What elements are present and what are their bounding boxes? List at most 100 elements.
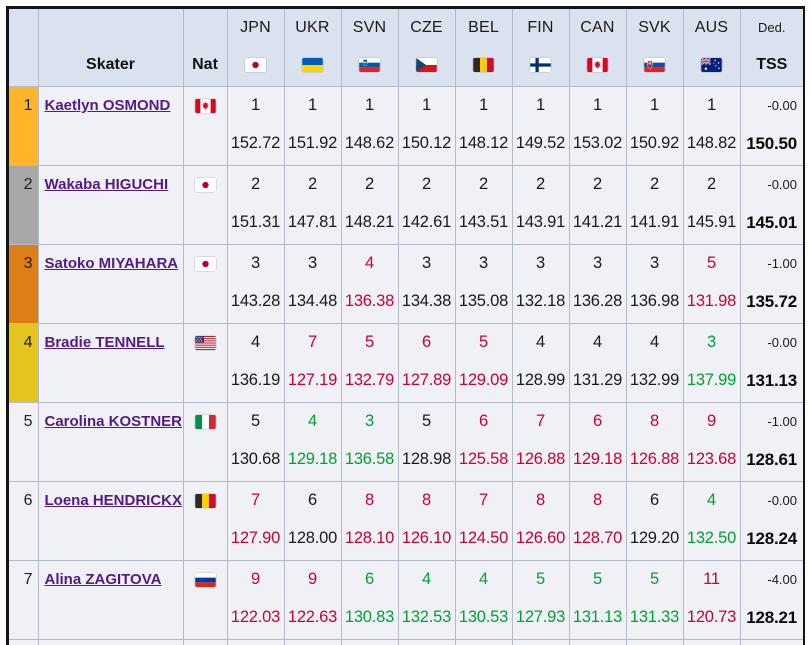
judge-score-value: 131.98 <box>686 292 737 310</box>
judge-score-cell: 3 136.98 <box>625 244 683 323</box>
judge-score-cell: 5 131.98 <box>682 244 740 323</box>
flag-jp-icon <box>194 177 216 192</box>
rank-value: 3 <box>23 254 33 272</box>
judge-rank-value: 4 <box>479 570 488 588</box>
judge-score-value: 153.02 <box>572 134 623 152</box>
tss-header-label: TSS <box>756 55 788 73</box>
skater-link[interactable]: Wakaba HIGUCHI <box>44 176 169 193</box>
judge-rank-value: 5 <box>422 412 431 430</box>
rank-cell: 5 <box>9 402 38 481</box>
judge-score-cell: 2 142.61 <box>397 165 455 244</box>
col-header-judge-svn: SVN <box>340 9 398 86</box>
nat-cell <box>182 86 227 165</box>
empty-cell <box>340 639 398 645</box>
judge-rank-value: 5 <box>650 570 659 588</box>
judge-score-value: 142.61 <box>401 213 452 231</box>
judge-rank-value: 5 <box>251 412 260 430</box>
skater-link[interactable]: Alina ZAGITOVA <box>44 571 162 588</box>
judge-score-cell: 2 141.91 <box>625 165 683 244</box>
judge-rank-value: 1 <box>308 96 317 114</box>
judge-score-value: 132.99 <box>629 371 680 389</box>
judge-score-value: 126.88 <box>515 450 566 468</box>
results-table-wrap: Skater Nat JPN UKR SVN CZE BEL FIN CAN SVK AUS Ded.… <box>6 6 805 645</box>
judge-score-cell: 2 151.31 <box>226 165 284 244</box>
skater-link[interactable]: Carolina KOSTNER <box>44 413 183 430</box>
skater-link[interactable]: Satoko MIYAHARA <box>44 255 179 272</box>
judge-score-cell: 6 128.00 <box>283 481 341 560</box>
judge-score-value: 141.21 <box>572 213 623 231</box>
judge-rank-value: 5 <box>365 333 374 351</box>
judge-score-cell: 7 127.90 <box>226 481 284 560</box>
judge-score-cell: 4 132.53 <box>397 560 455 639</box>
col-header-nat: Nat <box>182 9 227 86</box>
judge-score-cell: 4 131.29 <box>568 323 626 402</box>
table-row: 2 Wakaba HIGUCHI 2 151.31 2 147.81 2 148.21 2 142… <box>9 165 803 244</box>
judge-score-value: 122.03 <box>230 608 281 626</box>
judge-score-value: 147.81 <box>287 213 338 231</box>
judge-score-cell: 3 134.38 <box>397 244 455 323</box>
judge-code-label: BEL <box>468 18 499 36</box>
judge-score-cell: 2 148.21 <box>340 165 398 244</box>
judge-rank-value: 9 <box>707 412 716 430</box>
flag-sk-icon <box>644 57 665 72</box>
skater-link[interactable]: Loena HENDRICKX <box>44 492 183 509</box>
skater-cell: Satoko MIYAHARA <box>37 244 183 323</box>
judge-score-value: 143.51 <box>458 213 509 231</box>
nat-cell <box>182 165 227 244</box>
judge-rank-value: 2 <box>422 175 431 193</box>
judge-score-value: 123.68 <box>686 450 737 468</box>
judge-score-cell: 3 135.08 <box>454 244 512 323</box>
judge-score-value: 120.73 <box>686 608 737 626</box>
skater-link[interactable]: Bradie TENNELL <box>44 334 165 351</box>
tss-value: 128.61 <box>746 449 797 469</box>
judge-score-cell: 3 136.58 <box>340 402 398 481</box>
judge-score-value: 143.28 <box>230 292 281 310</box>
table-row: 4 Bradie TENNELL 4 136.19 7 127.19 5 132.79 6 127… <box>9 323 803 402</box>
col-header-judge-ukr: UKR <box>283 9 341 86</box>
flag-ru-icon <box>194 572 216 587</box>
judge-code-label: CZE <box>410 18 443 36</box>
flag-fi-icon <box>530 57 551 72</box>
judge-rank-value: 2 <box>251 175 260 193</box>
nat-cell <box>182 244 227 323</box>
judge-score-value: 125.58 <box>458 450 509 468</box>
judge-score-value: 136.28 <box>572 292 623 310</box>
judge-rank-value: 1 <box>593 96 602 114</box>
col-header-judge-bel: BEL <box>454 9 512 86</box>
table-row: 7 Alina ZAGITOVA 9 122.03 9 122.63 6 130.83 4 132… <box>9 560 803 639</box>
tss-value: 135.72 <box>746 291 797 311</box>
deduction-value: -0.00 <box>767 335 797 350</box>
judge-rank-value: 3 <box>422 254 431 272</box>
judge-score-cell: 5 129.09 <box>454 323 512 402</box>
judge-score-value: 129.09 <box>458 371 509 389</box>
judge-rank-value: 8 <box>536 491 545 509</box>
rank-value: 6 <box>23 491 33 509</box>
judge-rank-value: 1 <box>422 96 431 114</box>
judge-score-value: 132.79 <box>344 371 395 389</box>
judge-score-value: 134.38 <box>401 292 452 310</box>
empty-cell <box>226 639 284 645</box>
rank-value: 1 <box>23 96 33 114</box>
judge-rank-value: 8 <box>422 491 431 509</box>
skater-link[interactable]: Kaetlyn OSMOND <box>44 97 171 114</box>
header-row: Skater Nat JPN UKR SVN CZE BEL FIN CAN SVK AUS Ded.… <box>9 9 803 86</box>
judge-score-value: 150.12 <box>401 134 452 152</box>
flag-jp-icon <box>245 57 266 72</box>
flag-ca-icon <box>194 98 216 113</box>
judge-code-label: UKR <box>295 18 330 36</box>
tss-value: 128.21 <box>746 607 797 627</box>
col-header-judge-svk: SVK <box>625 9 683 86</box>
judge-score-value: 126.88 <box>629 450 680 468</box>
judge-rank-value: 2 <box>308 175 317 193</box>
judge-score-cell: 6 130.83 <box>340 560 398 639</box>
rank-value: 4 <box>23 333 33 351</box>
nat-cell <box>182 323 227 402</box>
judge-score-cell: 8 128.10 <box>340 481 398 560</box>
ded-tss-cell: -0.00 131.13 <box>739 323 803 402</box>
judge-rank-value: 8 <box>650 412 659 430</box>
judge-score-cell: 5 127.93 <box>511 560 569 639</box>
judge-score-value: 129.18 <box>287 450 338 468</box>
col-header-judge-can: CAN <box>568 9 626 86</box>
rank-value: 7 <box>23 570 33 588</box>
judge-score-cell: 1 149.52 <box>511 86 569 165</box>
